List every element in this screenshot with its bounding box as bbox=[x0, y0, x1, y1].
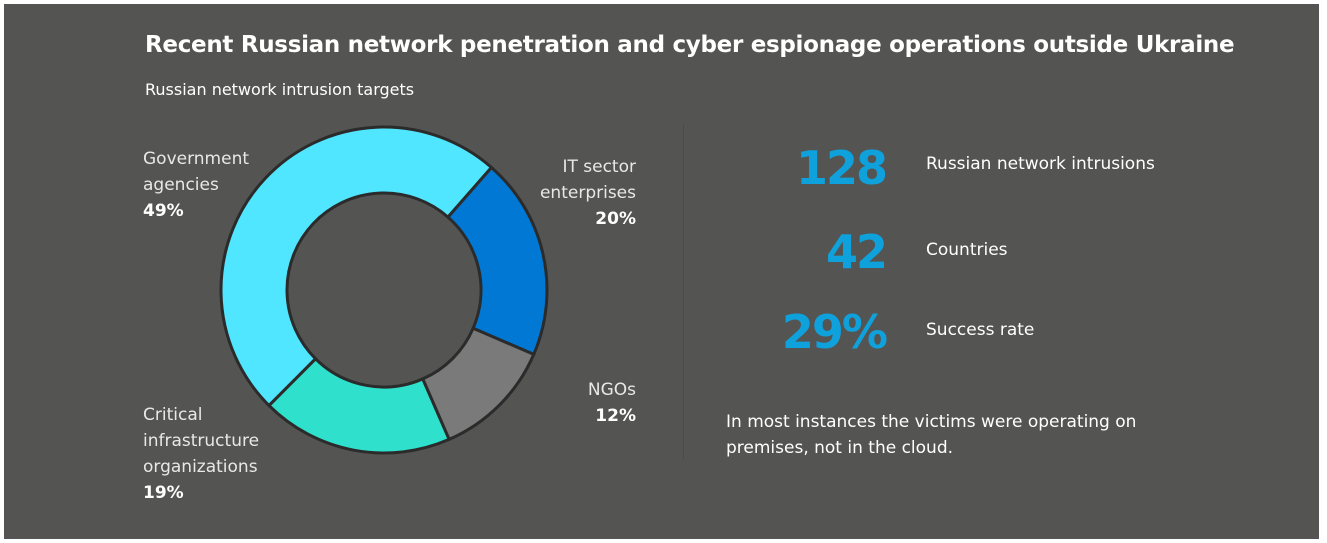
label-government-pct: 49% bbox=[143, 201, 184, 221]
stat-success-value: 29% bbox=[781, 305, 888, 359]
label-government-line2: agencies bbox=[143, 175, 219, 195]
stat-countries-value: 42 bbox=[825, 225, 888, 279]
stat-intrusions-label: Russian network intrusions bbox=[926, 154, 1155, 174]
label-ngos-pct: 12% bbox=[595, 406, 636, 426]
label-it-sector: IT sector enterprises 20% bbox=[486, 154, 636, 232]
label-critical-line3: organizations bbox=[143, 457, 258, 477]
label-ngos-line1: NGOs bbox=[587, 380, 636, 400]
label-critical-line1: Critical bbox=[143, 405, 203, 425]
stat-success-label: Success rate bbox=[926, 320, 1035, 340]
label-it-line1: IT sector bbox=[562, 157, 636, 177]
infographic-panel: Recent Russian network penetration and c… bbox=[4, 4, 1319, 539]
page-title: Recent Russian network penetration and c… bbox=[145, 32, 1235, 58]
label-ngos: NGOs 12% bbox=[536, 377, 636, 429]
label-it-line2: enterprises bbox=[539, 183, 636, 203]
label-critical: Critical infrastructure organizations 19… bbox=[143, 402, 259, 506]
label-it-pct: 20% bbox=[595, 209, 636, 229]
stat-intrusions-value: 128 bbox=[795, 141, 888, 195]
label-government: Government agencies 49% bbox=[143, 146, 249, 224]
divider bbox=[683, 124, 684, 459]
stat-countries-label: Countries bbox=[926, 240, 1008, 260]
donut-chart bbox=[219, 125, 549, 455]
footnote: In most instances the victims were opera… bbox=[726, 412, 1137, 458]
label-critical-line2: infrastructure bbox=[143, 431, 260, 451]
slice-critical-infrastructure bbox=[266, 356, 452, 455]
label-government-line1: Government bbox=[143, 149, 250, 169]
chart-subtitle: Russian network intrusion targets bbox=[145, 80, 415, 99]
slice-government bbox=[219, 125, 494, 408]
label-critical-pct: 19% bbox=[143, 483, 184, 503]
slice-it-sector bbox=[445, 165, 549, 357]
